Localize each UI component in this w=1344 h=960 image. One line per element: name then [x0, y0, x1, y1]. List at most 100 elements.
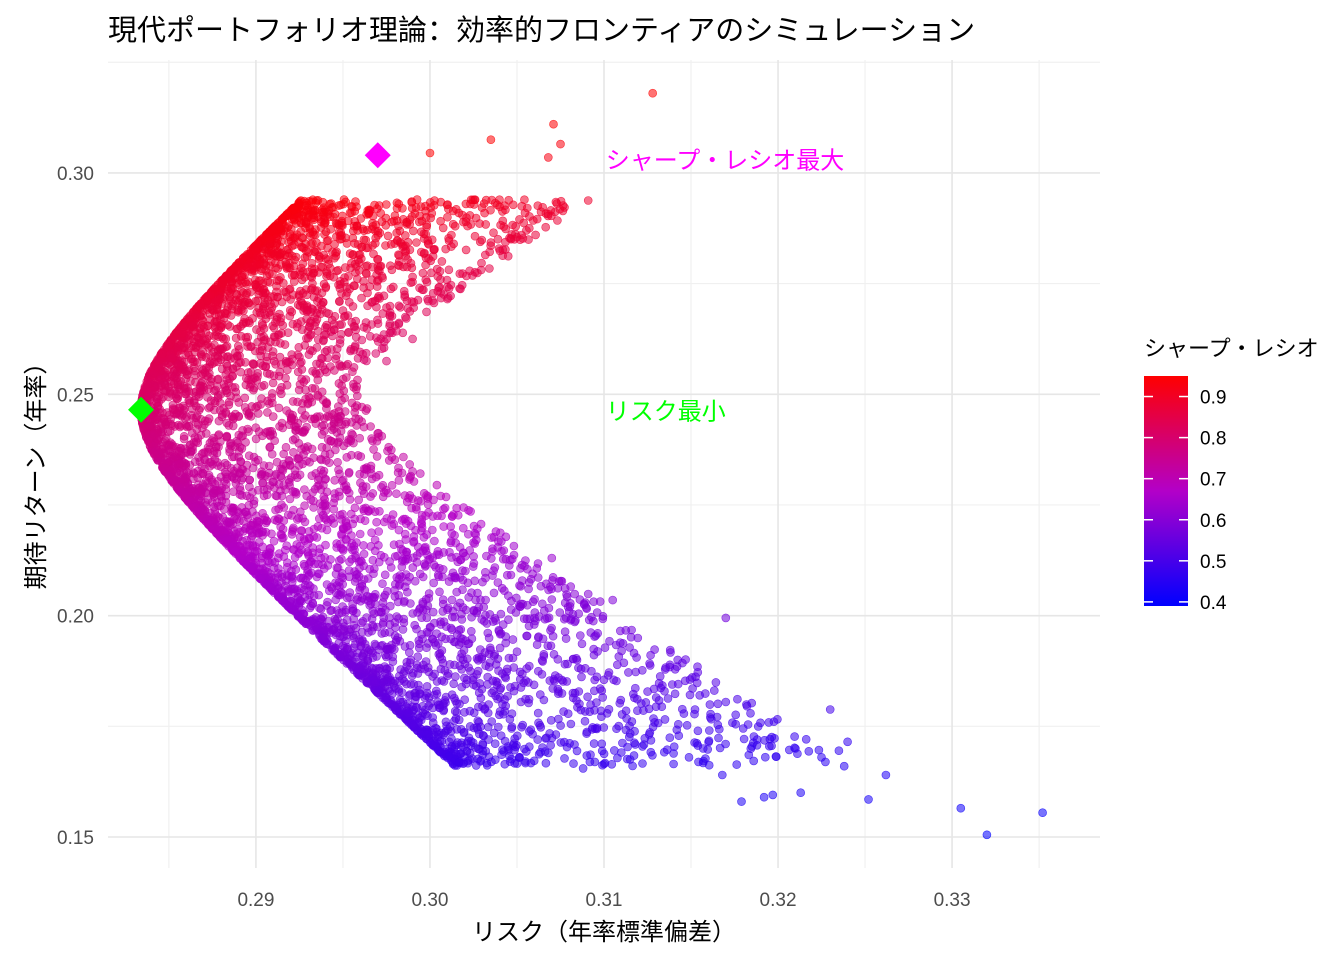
portfolio-point	[617, 710, 627, 719]
portfolio-point	[276, 360, 286, 369]
portfolio-point	[277, 491, 287, 501]
portfolio-point	[335, 320, 345, 330]
portfolio-point	[764, 718, 774, 727]
portfolio-point	[276, 464, 285, 474]
portfolio-point	[592, 724, 602, 734]
portfolio-point	[402, 679, 411, 689]
portfolio-point	[350, 514, 360, 524]
portfolio-point	[551, 197, 561, 207]
portfolio-point	[315, 358, 325, 368]
portfolio-point	[660, 715, 670, 724]
portfolio-point	[350, 403, 360, 412]
portfolio-point	[531, 230, 540, 240]
portfolio-point	[502, 570, 512, 580]
portfolio-point	[270, 573, 279, 583]
portfolio-point	[447, 595, 457, 605]
portfolio-point	[252, 252, 262, 262]
portfolio-point	[558, 201, 568, 210]
portfolio-point	[498, 216, 508, 226]
portfolio-point	[482, 551, 491, 561]
portfolio-point	[417, 519, 427, 529]
portfolio-point	[270, 515, 280, 525]
portfolio-point	[589, 597, 599, 607]
portfolio-point	[275, 309, 284, 319]
portfolio-point	[412, 238, 421, 247]
portfolio-point	[680, 676, 690, 686]
portfolio-point	[660, 665, 670, 674]
portfolio-point	[510, 758, 520, 768]
portfolio-point	[504, 615, 513, 625]
portfolio-point	[372, 452, 382, 461]
portfolio-point	[359, 541, 368, 550]
portfolio-point	[314, 251, 324, 261]
portfolio-point	[405, 491, 415, 500]
portfolio-point	[261, 563, 271, 572]
portfolio-point	[197, 351, 206, 360]
portfolio-point	[474, 729, 484, 739]
portfolio-point	[466, 199, 475, 209]
portfolio-point	[379, 593, 389, 602]
portfolio-point	[512, 731, 522, 741]
portfolio-point	[374, 645, 384, 655]
portfolio-point	[175, 422, 185, 432]
portfolio-point	[277, 530, 287, 540]
portfolio-point	[334, 465, 343, 475]
portfolio-point	[387, 265, 397, 275]
portfolio-point	[388, 282, 398, 292]
portfolio-point	[385, 557, 394, 566]
portfolio-point	[290, 240, 299, 249]
portfolio-point	[685, 690, 695, 700]
portfolio-point	[555, 608, 565, 617]
portfolio-point	[621, 725, 631, 735]
portfolio-point	[451, 714, 461, 723]
portfolio-point	[319, 279, 329, 289]
portfolio-point	[323, 597, 332, 607]
portfolio-point	[605, 636, 614, 646]
portfolio-point	[300, 340, 310, 350]
portfolio-point	[687, 673, 697, 682]
portfolio-point	[399, 669, 409, 678]
portfolio-point	[342, 288, 352, 297]
portfolio-point	[274, 371, 284, 381]
portfolio-point	[705, 713, 715, 722]
portfolio-point	[202, 371, 211, 380]
portfolio-point	[473, 588, 482, 598]
portfolio-point	[487, 533, 496, 542]
portfolio-point	[380, 682, 390, 692]
portfolio-point	[583, 589, 593, 599]
portfolio-point	[593, 628, 603, 638]
portfolio-point	[394, 525, 404, 535]
portfolio-point	[258, 542, 267, 552]
portfolio-point	[298, 259, 308, 269]
portfolio-point	[330, 445, 340, 455]
portfolio-point	[460, 707, 469, 717]
portfolio-point	[285, 481, 294, 490]
portfolio-point	[583, 692, 592, 702]
portfolio-point	[760, 752, 770, 762]
portfolio-point	[548, 684, 558, 693]
portfolio-point	[335, 539, 345, 549]
portfolio-point	[246, 287, 255, 297]
portfolio-point	[438, 595, 448, 605]
portfolio-point	[464, 663, 473, 672]
portfolio-point	[349, 614, 359, 624]
portfolio-point	[334, 590, 343, 600]
portfolio-point	[421, 657, 431, 666]
portfolio-point	[300, 501, 309, 511]
portfolio-point	[383, 586, 392, 596]
portfolio-point	[242, 373, 251, 383]
portfolio-point	[693, 726, 703, 736]
portfolio-point	[400, 529, 410, 539]
portfolio-point	[394, 250, 403, 259]
portfolio-point	[227, 304, 237, 314]
portfolio-point	[332, 428, 342, 437]
portfolio-point	[236, 367, 245, 377]
portfolio-point	[732, 760, 742, 769]
portfolio-point	[392, 489, 401, 499]
portfolio-point	[457, 682, 467, 692]
portfolio-point	[214, 431, 223, 440]
portfolio-point	[713, 699, 723, 709]
portfolio-point	[444, 265, 454, 275]
portfolio-point	[444, 234, 453, 243]
